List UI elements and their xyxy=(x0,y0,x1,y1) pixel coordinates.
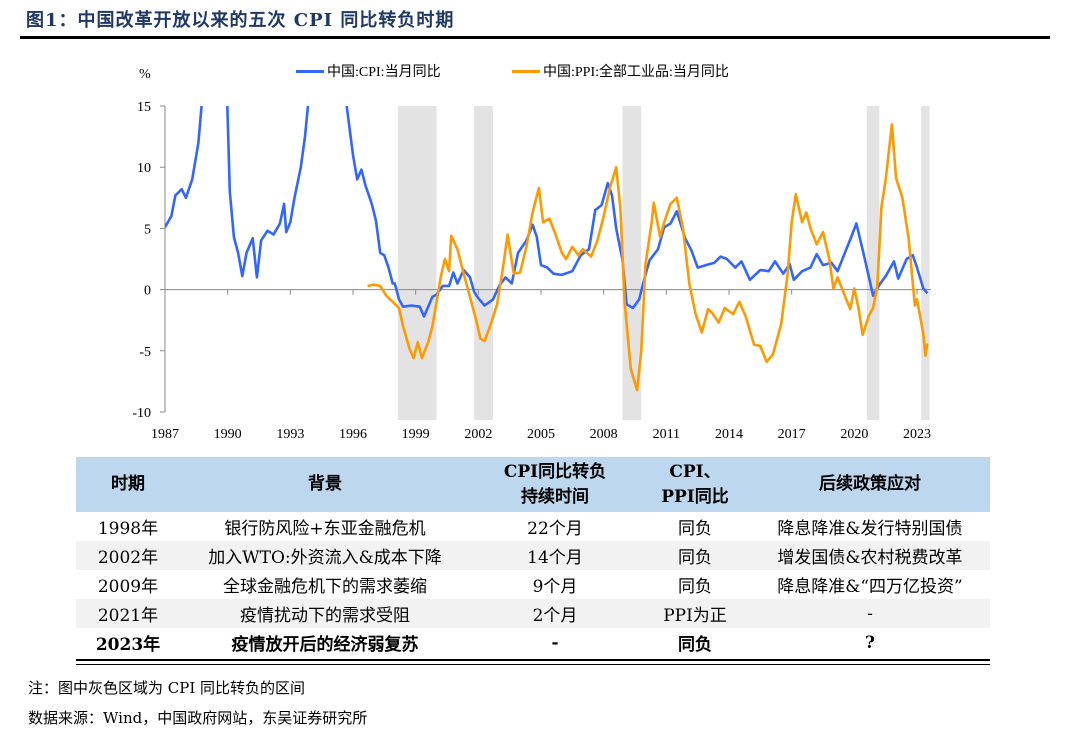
table-bottom-rule xyxy=(76,659,990,661)
table-cell: 同负 xyxy=(678,519,712,539)
table-cell: 2002年 xyxy=(76,541,180,570)
column-header-line: 持续时间 xyxy=(521,486,589,507)
x-tick-label: 2011 xyxy=(653,427,680,442)
title-rule xyxy=(20,36,1050,39)
figure-title: 图1：中国改革开放以来的五次 CPI 同比转负时期 xyxy=(26,10,455,31)
x-tick-label: 1993 xyxy=(276,427,304,442)
table-cell: 全球金融危机下的需求萎缩 xyxy=(223,577,427,597)
cpi-line xyxy=(165,106,929,318)
data-source: 数据来源：Wind，中国政府网站，东吴证券研究所 xyxy=(28,709,368,727)
legend-label-cpi: 中国:CPI:当月同比 xyxy=(327,65,441,80)
x-tick-label: 2023 xyxy=(903,427,931,442)
x-tick-label: 1987 xyxy=(151,427,179,442)
table-cell: ? xyxy=(865,632,875,653)
shaded-period xyxy=(866,106,880,420)
x-tick-label: 1996 xyxy=(339,427,367,442)
table-cell: 同负 xyxy=(678,577,712,597)
table-cell: 9个月 xyxy=(532,577,578,597)
column-header: CPI同比转负 持续时间 xyxy=(470,457,640,512)
table-cell: 2021年 xyxy=(76,599,180,628)
y-tick-label: 5 xyxy=(144,222,151,237)
legend-item-cpi: 中国:CPI:当月同比 xyxy=(296,61,441,81)
y-axis-unit: % xyxy=(139,67,151,82)
y-tick-label: 0 xyxy=(144,284,151,299)
column-header: 后续政策应对 xyxy=(750,457,990,512)
table-cell: 同负 xyxy=(640,541,750,570)
table-cell: 降息降准&发行特别国债 xyxy=(777,519,963,539)
table-header-row: 时期 背景 CPI同比转负 持续时间 CPI、 PPI同比 后续政策应对 xyxy=(76,457,990,512)
y-tick-label: -10 xyxy=(132,406,151,421)
table-cell: - xyxy=(551,632,559,653)
table-cell: 1998年 xyxy=(97,519,159,539)
table-cell: 疫情扰动下的需求受阻 xyxy=(180,599,470,628)
table-row: 2021年 疫情扰动下的需求受阻 2个月 PPI为正 - xyxy=(76,599,990,628)
column-header-line: CPI、 xyxy=(669,461,721,482)
x-tick-label: 2014 xyxy=(715,427,743,442)
table-cell: - xyxy=(750,599,990,628)
shaded-period xyxy=(397,106,437,420)
table-cell: 2个月 xyxy=(470,599,640,628)
legend-swatch-cpi xyxy=(296,69,324,73)
column-header-line: PPI同比 xyxy=(661,486,729,507)
table-row: 2023年 疫情放开后的经济弱复苏 - 同负? xyxy=(76,628,990,657)
table-row: 2002年 加入WTO:外资流入&成本下降 14个月 同负 增发国债&农村税费改革 xyxy=(76,541,990,570)
y-tick-label: 15 xyxy=(137,100,151,115)
column-header-line: 后续政策应对 xyxy=(819,474,921,494)
table-row: 1998年 银行防风险+东亚金融危机 22个月 同负 降息降准&发行特别国债 xyxy=(76,512,990,541)
table-cell: 降息降准&“四万亿投资” xyxy=(777,577,963,597)
x-tick-label: 2008 xyxy=(590,427,618,442)
y-tick-label: 10 xyxy=(137,161,151,176)
shaded-period xyxy=(474,106,493,420)
table-cell: 14个月 xyxy=(470,541,640,570)
table-cell: 疫情放开后的经济弱复苏 xyxy=(231,635,419,655)
table-cell: 加入WTO:外资流入&成本下降 xyxy=(180,541,470,570)
table-row: 2009年 全球金融危机下的需求萎缩 9个月 同负 降息降准&“四万亿投资” xyxy=(76,570,990,599)
column-header: 时期 xyxy=(76,457,180,512)
chart-note: 注：图中灰色区域为 CPI 同比转负的区间 xyxy=(28,679,306,697)
table-cell: 2009年 xyxy=(97,577,159,597)
x-tick-label: 1999 xyxy=(402,427,430,442)
table-cell: 银行防风险+东亚金融危机 xyxy=(224,519,426,539)
x-tick-label: 2005 xyxy=(527,427,555,442)
table-bottom-rule-2 xyxy=(76,664,990,665)
legend-label-ppi: 中国:PPI:全部工业品:当月同比 xyxy=(543,65,729,80)
table-cell: 增发国债&农村税费改革 xyxy=(750,541,990,570)
table-cell: 2023年 xyxy=(95,635,161,655)
table-cell: 同负 xyxy=(678,635,712,655)
column-header: 背景 xyxy=(180,457,470,512)
column-header-line: 时期 xyxy=(111,474,145,494)
table-cell: PPI为正 xyxy=(640,599,750,628)
x-tick-label: 2002 xyxy=(464,427,492,442)
legend-swatch-ppi xyxy=(512,69,540,73)
shaded-period xyxy=(921,106,930,420)
legend-item-ppi: 中国:PPI:全部工业品:当月同比 xyxy=(512,61,729,81)
x-tick-label: 2020 xyxy=(840,427,868,442)
table-cell: 22个月 xyxy=(527,519,583,539)
x-tick-label: 2017 xyxy=(778,427,806,442)
column-header-line: CPI同比转负 xyxy=(503,461,607,482)
x-tick-label: 1990 xyxy=(214,427,242,442)
ppi-line xyxy=(367,123,929,392)
plot-area xyxy=(165,106,929,392)
column-header: CPI、 PPI同比 xyxy=(640,457,750,512)
y-tick-label: -5 xyxy=(139,345,151,360)
cpi-negative-periods-table: 时期 背景 CPI同比转负 持续时间 CPI、 PPI同比 后续政策应对 1998年 银行防风… xyxy=(76,457,990,657)
column-header-line: 背景 xyxy=(308,474,342,494)
